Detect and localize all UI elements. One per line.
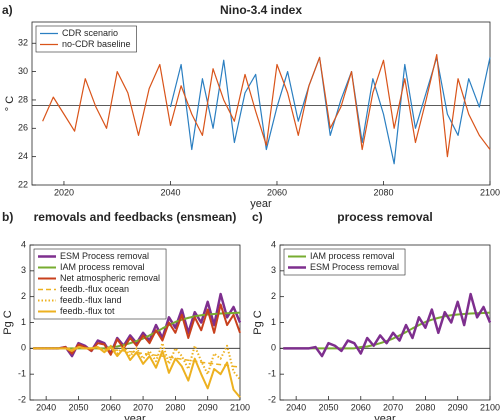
legend-box: [35, 25, 137, 53]
x-tick-label: 2020: [54, 187, 74, 197]
panel-label: c): [252, 210, 263, 224]
x-tick-label: 2040: [286, 402, 306, 412]
panel-label: a): [2, 3, 13, 17]
y-tick-label: -2: [268, 394, 276, 404]
x-tick-label: 2100: [480, 187, 500, 197]
y-tick-label: 1: [271, 317, 276, 327]
x-tick-label: 2100: [480, 402, 500, 412]
series-line: [33, 342, 241, 380]
y-tick-label: 0: [21, 343, 26, 353]
legend-label: IAM process removal: [310, 251, 395, 261]
y-tick-label: 2: [21, 291, 26, 301]
y-tick-label: 4: [271, 239, 276, 249]
legend-label: Net atmospheric removal: [60, 273, 160, 283]
x-tick-label: 2050: [68, 402, 88, 412]
x-tick-label: 2060: [101, 402, 121, 412]
x-tick-label: 2090: [198, 402, 218, 412]
legend-label: CDR scenario: [62, 28, 118, 38]
legend-box: [33, 248, 167, 320]
legend-label: feedb.-flux ocean: [60, 284, 129, 294]
panel-label: b): [2, 210, 13, 224]
x-axis-label: year: [374, 413, 396, 420]
x-tick-label: 2070: [383, 402, 403, 412]
y-tick-label: 1: [21, 317, 26, 327]
x-axis-label: year: [124, 413, 146, 420]
y-tick-label: -1: [18, 369, 26, 379]
x-tick-label: 2080: [373, 187, 393, 197]
legend-label: feedb.-flux tot: [60, 306, 115, 316]
series-line: [42, 54, 491, 158]
legend-label: no-CDR baseline: [62, 39, 131, 49]
x-tick-label: 2040: [36, 402, 56, 412]
chart-title: Nino-3.4 index: [220, 3, 302, 17]
x-tick-label: 2070: [133, 402, 153, 412]
y-axis-label: Pg C: [252, 310, 264, 335]
x-tick-label: 2100: [230, 402, 250, 412]
y-tick-label: 30: [18, 66, 28, 76]
y-tick-label: -1: [268, 369, 276, 379]
x-tick-label: 2060: [351, 402, 371, 412]
y-tick-label: 3: [271, 265, 276, 275]
y-tick-label: 28: [18, 94, 28, 104]
series-line: [283, 292, 492, 358]
x-tick-label: 2090: [448, 402, 468, 412]
legend-label: ESM Process removal: [60, 251, 149, 261]
x-tick-label: 2080: [415, 402, 435, 412]
y-axis-label: ° C: [4, 96, 16, 111]
legend-label: feedb.-flux land: [60, 295, 122, 305]
legend-label: IAM process removal: [60, 262, 145, 272]
y-tick-label: 4: [21, 239, 26, 249]
legend-label: ESM Process removal: [310, 262, 399, 272]
y-tick-label: 22: [18, 179, 28, 189]
y-tick-label: 0: [271, 343, 276, 353]
legend-box: [283, 248, 406, 276]
x-tick-label: 2040: [160, 187, 180, 197]
chart-title: removals and feedbacks (ensmean): [34, 210, 237, 224]
y-tick-label: 24: [18, 151, 28, 161]
y-tick-label: 26: [18, 123, 28, 133]
y-tick-label: 2: [271, 291, 276, 301]
y-tick-label: -2: [18, 394, 26, 404]
x-tick-label: 2080: [165, 402, 185, 412]
chart-title: process removal: [337, 210, 432, 224]
series-line: [33, 346, 241, 399]
x-tick-label: 2060: [267, 187, 287, 197]
x-axis-label: year: [250, 198, 272, 210]
y-axis-label: Pg C: [2, 310, 14, 335]
y-tick-label: 32: [18, 38, 28, 48]
y-tick-label: 3: [21, 265, 26, 275]
x-tick-label: 2050: [318, 402, 338, 412]
